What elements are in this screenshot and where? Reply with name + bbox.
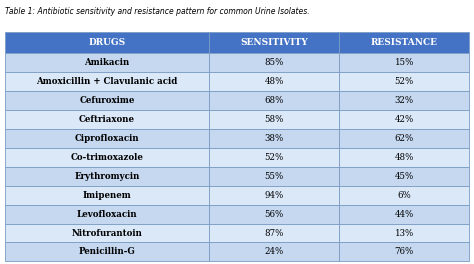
Text: 44%: 44% <box>394 210 414 219</box>
Text: 85%: 85% <box>264 58 284 67</box>
Text: 94%: 94% <box>264 191 284 200</box>
Bar <box>339 32 469 54</box>
Text: 6%: 6% <box>397 191 411 200</box>
Text: DRUGS: DRUGS <box>88 38 126 47</box>
Bar <box>209 205 339 224</box>
Text: 52%: 52% <box>264 153 284 162</box>
Text: 76%: 76% <box>394 247 414 256</box>
Bar <box>209 129 339 148</box>
Bar <box>209 186 339 205</box>
Text: 15%: 15% <box>394 58 414 67</box>
Text: Nitrofurantoin: Nitrofurantoin <box>72 229 142 238</box>
Text: 62%: 62% <box>394 134 414 143</box>
Text: Co-trimoxazole: Co-trimoxazole <box>71 153 143 162</box>
Text: 32%: 32% <box>395 96 414 105</box>
Text: Cefuroxime: Cefuroxime <box>79 96 135 105</box>
Text: Levofloxacin: Levofloxacin <box>77 210 137 219</box>
Bar <box>339 54 469 72</box>
Bar <box>339 72 469 91</box>
Bar <box>5 148 209 167</box>
Bar <box>339 242 469 261</box>
Bar <box>5 54 209 72</box>
Bar <box>5 32 209 54</box>
Text: Ceftriaxone: Ceftriaxone <box>79 115 135 124</box>
Text: Table 1: Antibiotic sensitivity and resistance pattern for common Urine Isolates: Table 1: Antibiotic sensitivity and resi… <box>5 7 310 16</box>
Bar <box>5 186 209 205</box>
Bar <box>339 205 469 224</box>
Bar <box>209 72 339 91</box>
Bar <box>209 32 339 54</box>
Bar <box>5 224 209 242</box>
Text: 42%: 42% <box>394 115 414 124</box>
Text: 87%: 87% <box>264 229 284 238</box>
Bar <box>339 110 469 129</box>
Bar <box>5 167 209 186</box>
Bar <box>339 129 469 148</box>
Text: 58%: 58% <box>264 115 284 124</box>
Text: Erythromycin: Erythromycin <box>74 172 140 181</box>
Bar <box>339 224 469 242</box>
Bar <box>339 91 469 110</box>
Text: 56%: 56% <box>264 210 284 219</box>
Bar <box>5 242 209 261</box>
Bar <box>209 242 339 261</box>
Bar <box>5 205 209 224</box>
Text: SENSITIVITY: SENSITIVITY <box>240 38 308 47</box>
Text: Amoxicillin + Clavulanic acid: Amoxicillin + Clavulanic acid <box>36 77 178 86</box>
Bar <box>209 54 339 72</box>
Bar <box>5 110 209 129</box>
Text: Amikacin: Amikacin <box>84 58 129 67</box>
Bar <box>339 186 469 205</box>
Bar <box>339 148 469 167</box>
Bar <box>5 91 209 110</box>
Bar <box>209 148 339 167</box>
Text: 55%: 55% <box>264 172 284 181</box>
Text: Imipenem: Imipenem <box>82 191 131 200</box>
Text: Ciprofloxacin: Ciprofloxacin <box>74 134 139 143</box>
Text: 45%: 45% <box>394 172 414 181</box>
Text: Penicillin-G: Penicillin-G <box>79 247 135 256</box>
Text: 48%: 48% <box>264 77 284 86</box>
Text: 13%: 13% <box>394 229 414 238</box>
Text: 24%: 24% <box>264 247 284 256</box>
Text: 38%: 38% <box>264 134 284 143</box>
Text: 48%: 48% <box>394 153 414 162</box>
Bar <box>209 91 339 110</box>
Bar <box>339 167 469 186</box>
Bar <box>5 72 209 91</box>
Text: 52%: 52% <box>394 77 414 86</box>
Text: RESISTANCE: RESISTANCE <box>371 38 438 47</box>
Bar <box>209 167 339 186</box>
Bar <box>5 129 209 148</box>
Bar <box>209 110 339 129</box>
Bar <box>209 224 339 242</box>
Text: 68%: 68% <box>264 96 284 105</box>
